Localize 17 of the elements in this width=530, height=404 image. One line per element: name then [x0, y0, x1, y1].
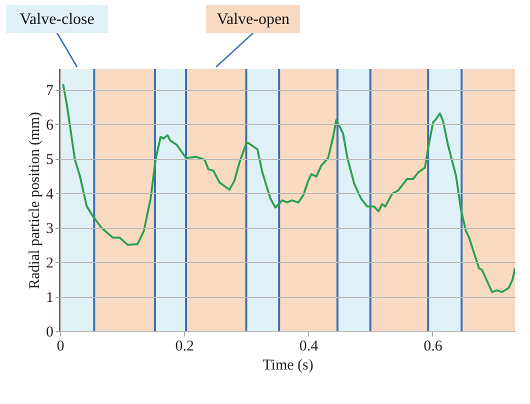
y-tick-label: 6 [46, 118, 54, 134]
x-tick-label: 0.6 [424, 338, 443, 354]
y-axis-title: Radial particle position (mm) [27, 112, 43, 290]
x-tick-label: 0.2 [175, 338, 194, 354]
x-tick-label: 0 [56, 338, 64, 354]
y-tick-label: 5 [46, 152, 54, 168]
x-tick-label: 0.4 [299, 338, 319, 354]
y-tick-label: 7 [46, 83, 54, 100]
y-tick-label: 2 [46, 256, 54, 272]
y-tick-label: 0 [46, 324, 54, 340]
band-label: Valve-close [20, 11, 94, 28]
band-label: Valve-open [216, 11, 290, 28]
line-series [62, 83, 515, 294]
x-axis-title: Time (s) [262, 358, 314, 374]
y-tick-label: 1 [46, 290, 54, 306]
y-tick-label: 3 [46, 221, 54, 238]
y-tick-label: 4 [46, 186, 54, 203]
